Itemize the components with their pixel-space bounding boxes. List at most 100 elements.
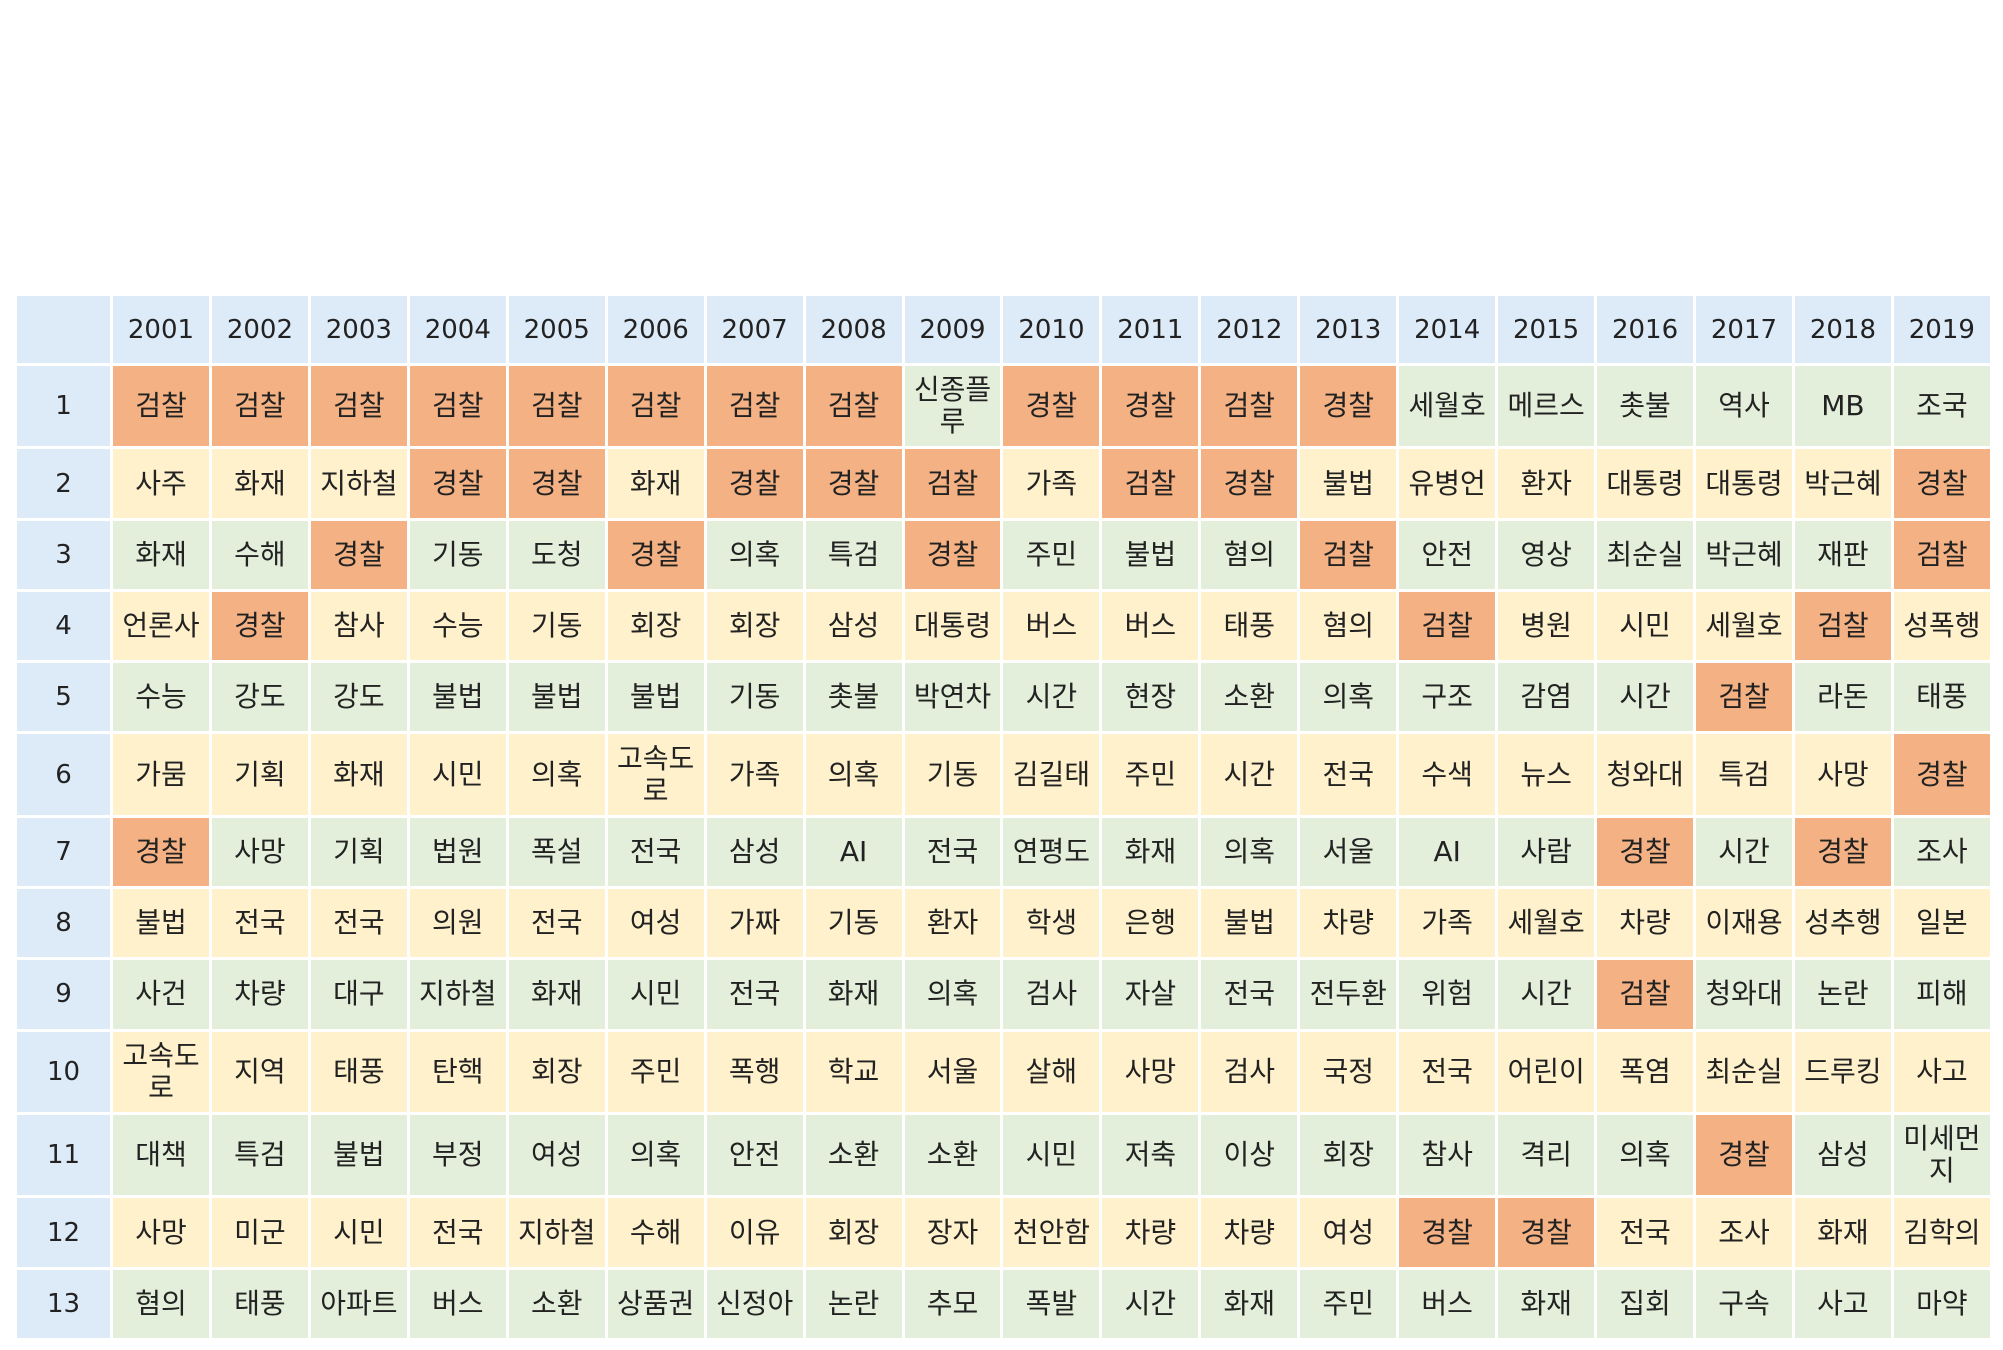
- keyword-cell: 안전: [1396, 517, 1499, 592]
- keyword-cell: 전국: [1297, 731, 1400, 818]
- keyword-cell: 특검: [1693, 731, 1795, 818]
- keyword-cell: 시민: [604, 957, 707, 1032]
- keyword-cell: 청와대: [1594, 731, 1696, 818]
- keyword-cell: 태풍: [307, 1028, 410, 1116]
- keyword-cell: 천안함: [1000, 1195, 1103, 1270]
- keyword-cell: 구조: [1396, 660, 1499, 735]
- keyword-cell: 경찰: [1495, 1195, 1598, 1270]
- year-header-2011: 2011: [1099, 293, 1202, 366]
- keyword-cell: 김학의: [1890, 1195, 1993, 1270]
- keyword-cell: 조국: [1890, 362, 1993, 450]
- year-header-2004: 2004: [406, 293, 509, 366]
- keyword-cell: 불법: [307, 1111, 410, 1199]
- keyword-cell: 폭설: [505, 814, 608, 890]
- keyword-cell: 불법: [1297, 446, 1400, 521]
- keyword-cell: 도청: [505, 517, 608, 592]
- keyword-cell: 의혹: [1594, 1111, 1696, 1199]
- keyword-cell: 불법: [1099, 517, 1202, 592]
- keyword-cell: 최순실: [1594, 517, 1696, 592]
- keyword-cell: 경찰: [1198, 446, 1301, 521]
- keyword-cell: 차량: [1594, 886, 1696, 961]
- rank-label: 6: [14, 731, 113, 818]
- keyword-cell: 수색: [1396, 731, 1499, 818]
- keyword-cell: 경찰: [703, 446, 806, 521]
- keyword-cell: 주민: [604, 1028, 707, 1116]
- keyword-cell: 검찰: [1297, 517, 1400, 592]
- keyword-cell: 의혹: [802, 731, 905, 818]
- year-header-2013: 2013: [1297, 293, 1400, 366]
- keyword-cell: 환자: [1495, 446, 1598, 521]
- keyword-cell: 불법: [604, 660, 707, 735]
- keyword-cell: 사람: [1495, 814, 1598, 890]
- keyword-cell: 특검: [802, 517, 905, 592]
- keyword-cell: 화재: [208, 446, 311, 521]
- year-header-2009: 2009: [901, 293, 1004, 366]
- keyword-cell: 불법: [505, 660, 608, 735]
- keyword-cell: 검찰: [1198, 362, 1301, 450]
- keyword-cell: 혐의: [1297, 588, 1400, 664]
- rank-row-3: 3 화재 수해 경찰 기동 도청 경찰 의혹 특검 경찰 주민 불법 혐의 검찰 안전 영상 최순실 박근혜 재판 검…: [14, 517, 1993, 592]
- rank-row-2: 2 사주 화재 지하철 경찰 경찰 화재 경찰 경찰 검찰 가족 검찰 경찰 불법 유병언 환자 대통령 대통령 박…: [14, 446, 1993, 521]
- keyword-cell: 성추행: [1791, 886, 1894, 961]
- keyword-cell: 경찰: [901, 517, 1004, 592]
- year-header-2008: 2008: [802, 293, 905, 366]
- keyword-cell: 격리: [1495, 1111, 1598, 1199]
- keyword-cell: 주민: [1099, 731, 1202, 818]
- keyword-cell: 전국: [1594, 1195, 1696, 1270]
- keyword-cell: 학교: [802, 1028, 905, 1116]
- keyword-cell: 세월호: [1396, 362, 1499, 450]
- keyword-cell: 살해: [1000, 1028, 1103, 1116]
- keyword-cell: 대통령: [1693, 446, 1795, 521]
- year-header-2001: 2001: [110, 293, 212, 366]
- keyword-cell: 삼성: [802, 588, 905, 664]
- rank-row-7: 7 경찰 사망 기획 법원 폭설 전국 삼성 AI 전국 연평도 화재 의혹 서울 AI 사람 경찰 시간 경찰 조사: [14, 814, 1993, 890]
- keyword-cell: 경찰: [1890, 731, 1993, 818]
- keyword-cell: 참사: [1396, 1111, 1499, 1199]
- keyword-cell: 불법: [1198, 886, 1301, 961]
- header-row: 2001 2002 2003 2004 2005 2006 2007 2008 2009 2010…: [14, 293, 1993, 366]
- keyword-cell: 강도: [307, 660, 410, 735]
- keyword-cell: 기동: [505, 588, 608, 664]
- rank-row-10: 10 고속도로 지역 태풍 탄핵 회장 주민 폭행 학교 서울 살해 사망 검사 국정 전국 어린이 폭염 최순실…: [14, 1028, 1993, 1116]
- keyword-cell: 경찰: [307, 517, 410, 592]
- keyword-cell: 소환: [1198, 660, 1301, 735]
- keyword-cell: 여성: [604, 886, 707, 961]
- keyword-cell: 의혹: [505, 731, 608, 818]
- year-header-2010: 2010: [1000, 293, 1103, 366]
- keyword-cell: 경찰: [1396, 1195, 1499, 1270]
- keyword-cell: 검사: [1198, 1028, 1301, 1116]
- keyword-cell: 경찰: [406, 446, 509, 521]
- keyword-cell: 법원: [406, 814, 509, 890]
- keyword-cell: 연평도: [1000, 814, 1103, 890]
- keyword-cell: 집회: [1594, 1266, 1696, 1342]
- keyword-cell: 가짜: [703, 886, 806, 961]
- keyword-cell: 지역: [208, 1028, 311, 1116]
- keyword-cell: 검찰: [505, 362, 608, 450]
- keyword-cell: 김길태: [1000, 731, 1103, 818]
- keyword-cell: 라돈: [1791, 660, 1894, 735]
- rank-label: 4: [14, 588, 113, 664]
- keyword-cell: 청와대: [1693, 957, 1795, 1032]
- keyword-cell: 성폭행: [1890, 588, 1993, 664]
- keyword-cell: 회장: [703, 588, 806, 664]
- keyword-cell: 구속: [1693, 1266, 1795, 1342]
- keyword-cell: 검찰: [1594, 957, 1696, 1032]
- keyword-cell: 검찰: [1099, 446, 1202, 521]
- keyword-cell: 사망: [110, 1195, 212, 1270]
- rank-label: 8: [14, 886, 113, 961]
- keyword-cell: 폭발: [1000, 1266, 1103, 1342]
- keyword-cell: 자살: [1099, 957, 1202, 1032]
- keyword-cell: 가족: [703, 731, 806, 818]
- keyword-cell: 탄핵: [406, 1028, 509, 1116]
- keyword-cell: 폭염: [1594, 1028, 1696, 1116]
- keyword-cell: 화재: [1495, 1266, 1598, 1342]
- keyword-cell: 기획: [307, 814, 410, 890]
- keyword-cell: 가족: [1396, 886, 1499, 961]
- rank-label: 7: [14, 814, 113, 890]
- keyword-cell: 화재: [604, 446, 707, 521]
- keyword-cell: 마약: [1890, 1266, 1993, 1342]
- keyword-cell: 사망: [1791, 731, 1894, 818]
- keyword-cell: 화재: [307, 731, 410, 818]
- keyword-cell: 조사: [1890, 814, 1993, 890]
- keyword-cell: 혐의: [1198, 517, 1301, 592]
